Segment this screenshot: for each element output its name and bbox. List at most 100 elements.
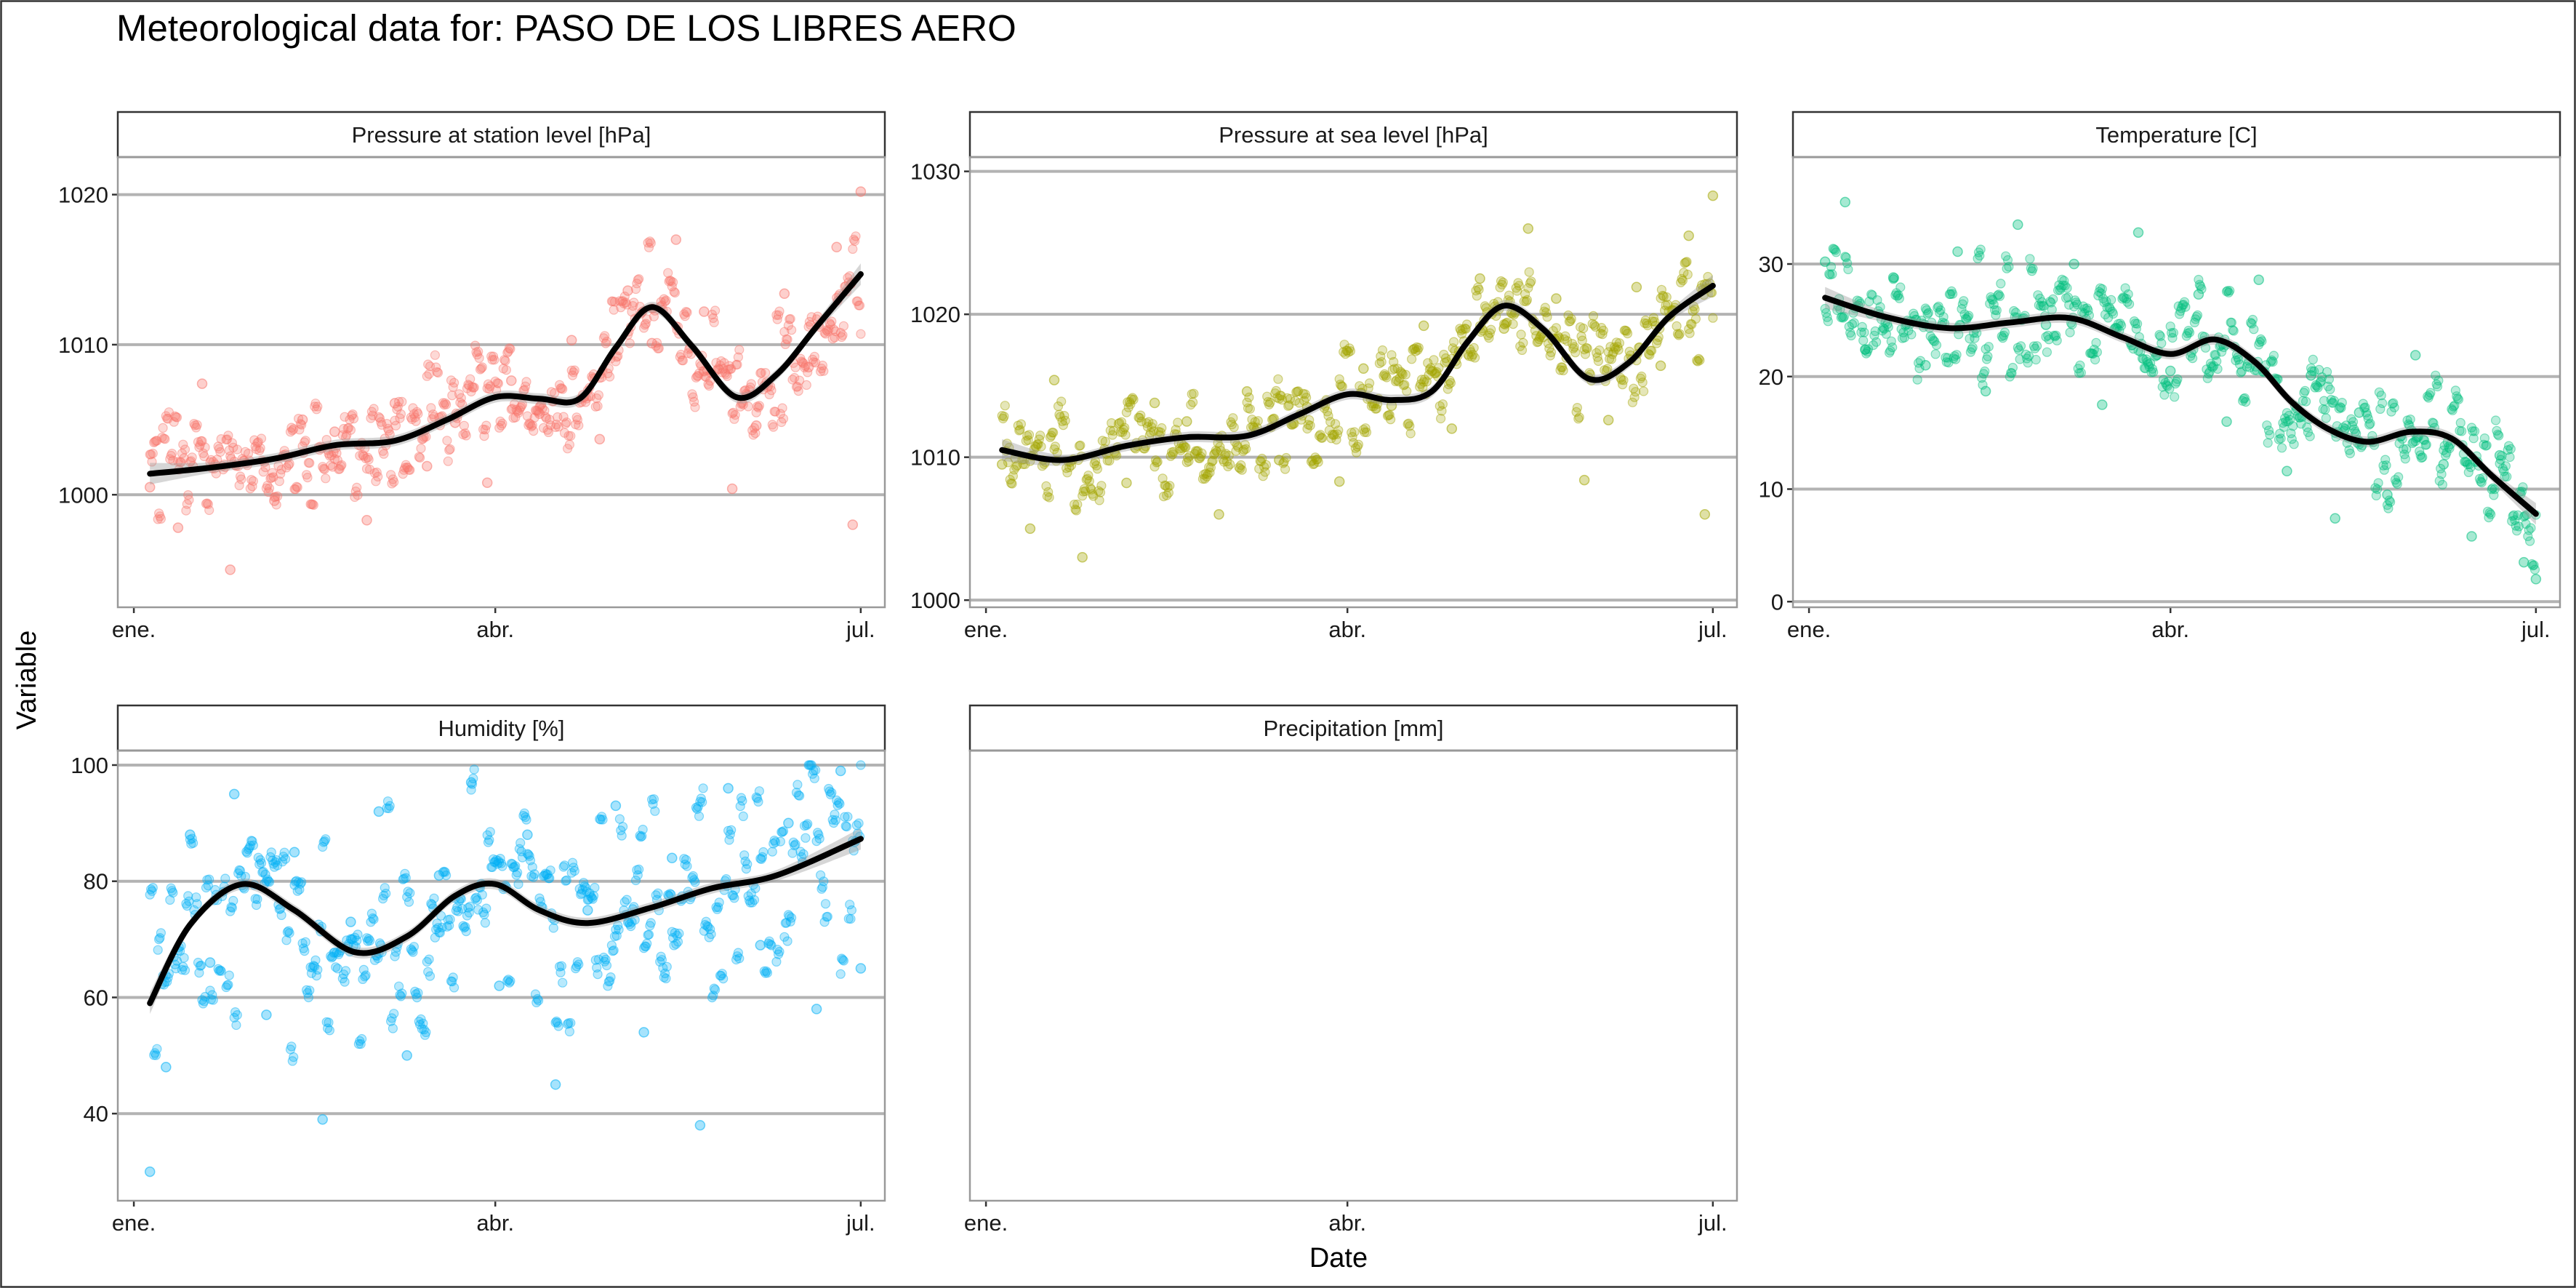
data-point xyxy=(1681,257,1691,268)
data-point xyxy=(1557,362,1568,372)
data-point xyxy=(2278,417,2288,428)
data-point xyxy=(1967,344,1977,354)
data-point xyxy=(297,420,307,430)
observation-point xyxy=(172,522,184,533)
data-point xyxy=(1943,358,1954,368)
data-point xyxy=(507,404,518,414)
data-point xyxy=(522,849,533,859)
data-point xyxy=(2449,400,2460,411)
data-point xyxy=(1189,388,1199,399)
data-point xyxy=(604,976,615,986)
data-point xyxy=(319,836,330,847)
data-point xyxy=(2344,445,2354,455)
data-point xyxy=(2175,309,2185,319)
data-point xyxy=(1120,423,1130,433)
data-point xyxy=(441,399,452,409)
data-point xyxy=(550,388,560,398)
data-point xyxy=(2070,295,2080,305)
data-point xyxy=(646,794,657,805)
data-point xyxy=(751,792,761,802)
data-point xyxy=(681,307,691,317)
data-point xyxy=(2466,423,2477,433)
data-point xyxy=(2122,297,2132,307)
data-point xyxy=(439,399,449,410)
data-point xyxy=(360,972,370,982)
data-point xyxy=(365,935,375,946)
data-point xyxy=(2402,444,2412,455)
data-point xyxy=(150,436,160,447)
data-point xyxy=(2392,479,2402,489)
data-point xyxy=(382,796,393,807)
data-point xyxy=(1062,468,1072,478)
data-point xyxy=(487,862,497,873)
data-point xyxy=(1351,447,1362,457)
observation-point xyxy=(2530,574,2542,585)
data-point xyxy=(2382,500,2393,511)
data-point xyxy=(601,960,612,971)
data-point xyxy=(224,970,234,980)
data-point xyxy=(1456,329,1467,339)
data-point xyxy=(2267,355,2277,365)
data-point xyxy=(619,291,630,302)
data-point xyxy=(2526,523,2536,533)
data-point xyxy=(1471,286,1481,296)
data-point xyxy=(294,877,304,887)
data-point xyxy=(723,825,734,836)
data-point xyxy=(2495,455,2506,465)
data-point xyxy=(423,359,433,369)
data-point xyxy=(2500,471,2510,481)
data-point xyxy=(1220,450,1230,460)
data-point xyxy=(2155,331,2165,341)
data-point xyxy=(1573,414,1584,424)
data-point xyxy=(1352,441,1363,452)
data-point xyxy=(1962,312,1973,322)
data-point xyxy=(2478,473,2488,483)
data-point xyxy=(558,862,569,872)
data-point xyxy=(796,852,807,862)
data-point xyxy=(1852,295,1862,305)
data-point xyxy=(814,833,824,844)
data-point xyxy=(414,452,424,462)
data-point xyxy=(1397,368,1407,378)
data-point xyxy=(2165,321,2175,332)
data-point xyxy=(819,366,829,376)
data-point xyxy=(638,323,649,333)
data-point xyxy=(2423,391,2433,401)
data-point xyxy=(622,895,632,905)
data-point xyxy=(2463,459,2473,470)
data-point xyxy=(1029,444,1040,455)
data-point xyxy=(851,820,862,831)
data-point xyxy=(1385,415,1396,425)
data-point xyxy=(843,812,853,822)
data-point xyxy=(856,329,866,339)
data-point xyxy=(693,371,703,381)
data-point xyxy=(542,869,553,879)
data-point xyxy=(1174,444,1185,454)
data-point xyxy=(326,951,336,961)
data-point xyxy=(468,383,478,393)
data-point xyxy=(340,966,351,976)
data-point xyxy=(2186,351,2196,361)
data-point xyxy=(726,825,737,835)
data-point xyxy=(654,343,664,353)
data-point xyxy=(498,364,508,374)
data-point xyxy=(571,961,582,972)
data-point xyxy=(390,947,401,957)
data-point xyxy=(791,382,802,392)
data-point xyxy=(1055,412,1065,422)
data-point xyxy=(2141,354,2151,364)
data-point xyxy=(2077,307,2087,318)
data-point xyxy=(2515,487,2525,497)
data-point xyxy=(1823,316,1833,327)
data-point xyxy=(400,463,410,473)
data-point xyxy=(1403,418,1414,428)
data-point xyxy=(1384,409,1395,420)
data-point xyxy=(838,321,849,331)
data-point xyxy=(1413,343,1424,353)
data-point xyxy=(149,1050,159,1060)
data-point xyxy=(2139,363,2149,373)
data-point xyxy=(1371,404,1381,414)
data-point xyxy=(1200,468,1211,479)
y-tick-label: 1000 xyxy=(58,482,108,508)
